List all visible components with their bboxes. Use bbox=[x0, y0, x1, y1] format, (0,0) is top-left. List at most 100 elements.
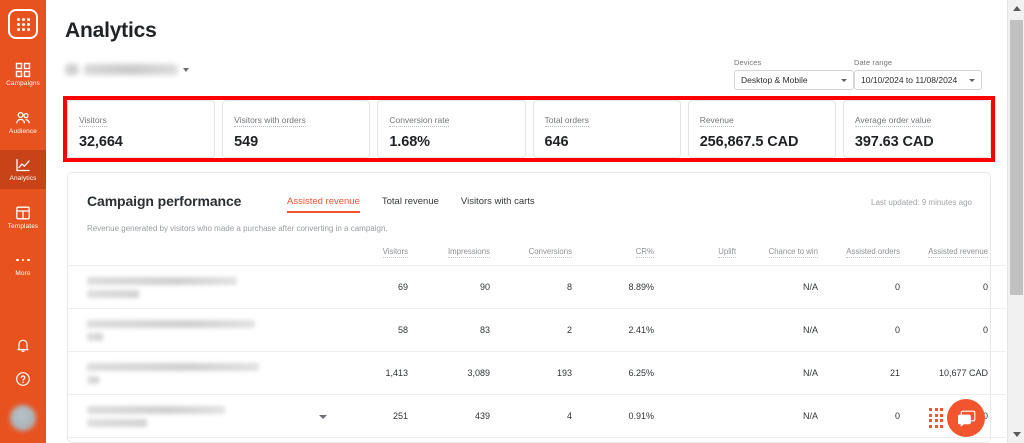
sidebar-item-templates[interactable]: Templates bbox=[0, 198, 46, 237]
kpi-value: 397.63 CAD bbox=[854, 134, 934, 150]
cell-impressions: 439 bbox=[474, 411, 490, 421]
table-row[interactable]: 1,413 3,089 193 6.25% N/A 21 10,677 CAD bbox=[68, 351, 1006, 395]
scrollbar-up-arrow[interactable] bbox=[1008, 0, 1024, 17]
site-favicon-redacted bbox=[65, 64, 79, 75]
triangle-down-icon bbox=[1012, 432, 1021, 437]
cell-chance-to-win: N/A bbox=[802, 368, 818, 378]
sidebar-item-campaigns[interactable]: Campaigns bbox=[0, 55, 46, 94]
cell-campaign-name bbox=[68, 438, 306, 443]
cell-uplift bbox=[668, 438, 750, 443]
cell-cr-percent: 10.85% bbox=[586, 438, 668, 443]
analytics-icon bbox=[15, 157, 31, 173]
page-title: Analytics bbox=[65, 19, 157, 42]
kpi-card-average-order-value[interactable]: Average order value 397.63 CAD bbox=[842, 100, 992, 158]
chevron-down-icon bbox=[841, 78, 847, 82]
table-row[interactable]: 69 90 8 8.89% N/A 0 0 bbox=[68, 265, 1006, 309]
cell-expander bbox=[306, 309, 340, 352]
drag-dots-icon[interactable] bbox=[929, 408, 943, 428]
sidebar-label-campaigns: Campaigns bbox=[6, 80, 40, 87]
chevron-down-icon[interactable] bbox=[319, 415, 327, 419]
kpi-label: Visitors with orders bbox=[234, 115, 306, 127]
chat-button[interactable] bbox=[947, 399, 985, 437]
cell-chance-to-win: N/A bbox=[750, 438, 832, 443]
cell-expander[interactable] bbox=[306, 438, 340, 443]
main-sidebar: Campaigns Audience Analytics bbox=[0, 0, 46, 443]
tab-visitors-with-carts[interactable]: Visitors with carts bbox=[460, 196, 535, 207]
column-impressions[interactable]: Impressions bbox=[447, 247, 490, 258]
main-content: Analytics Devices Desktop & Mobile Date … bbox=[46, 0, 1007, 443]
campaign-performance-header: Campaign performance Assisted revenue To… bbox=[68, 173, 990, 233]
cell-campaign-name bbox=[68, 266, 306, 309]
logo-dot-grid bbox=[16, 17, 30, 31]
avatar[interactable] bbox=[10, 405, 36, 431]
cell-assisted-revenue: 0 bbox=[982, 325, 988, 335]
sidebar-item-audience[interactable]: Audience bbox=[0, 103, 46, 142]
sidebar-bottom-group bbox=[10, 337, 36, 443]
devices-filter: Devices Desktop & Mobile bbox=[734, 58, 854, 90]
kpi-value: 256,867.5 CAD bbox=[699, 134, 799, 150]
column-assisted-orders[interactable]: Assisted orders bbox=[846, 247, 900, 258]
column-visitors[interactable]: Visitors bbox=[382, 247, 408, 258]
date-range-filter: Date range 10/10/2024 to 11/08/2024 bbox=[854, 58, 982, 90]
kpi-label: Conversion rate bbox=[389, 115, 450, 127]
kpi-label: Visitors bbox=[79, 115, 107, 127]
cell-campaign-name bbox=[68, 352, 306, 395]
cell-assisted-orders: 21 bbox=[889, 368, 900, 378]
cell-visitors: 69 bbox=[397, 282, 408, 292]
date-range-filter-label: Date range bbox=[854, 58, 893, 67]
kpi-row: Visitors 32,664 Visitors with orders 549… bbox=[67, 100, 992, 158]
tab-total-revenue[interactable]: Total revenue bbox=[381, 196, 439, 207]
column-uplift[interactable]: Uplift bbox=[718, 247, 736, 258]
campaign-performance-table: Visitors Impressions Conversions CR% Upl… bbox=[68, 241, 1006, 443]
scrollbar-thumb[interactable] bbox=[1010, 20, 1023, 295]
table-header: Visitors Impressions Conversions CR% Upl… bbox=[68, 241, 1006, 266]
cell-visitors: 251 bbox=[392, 411, 408, 421]
last-updated-text: Last updated: 9 minutes ago bbox=[871, 198, 972, 207]
cell-visitors: 1,413 bbox=[385, 368, 408, 378]
help-circle-icon[interactable] bbox=[15, 371, 31, 387]
kpi-card-total-orders[interactable]: Total orders 646 bbox=[532, 100, 681, 158]
kpi-card-visitors-with-orders[interactable]: Visitors with orders 549 bbox=[222, 100, 371, 158]
column-conversions[interactable]: Conversions bbox=[528, 247, 572, 258]
sidebar-label-more: More bbox=[15, 270, 31, 277]
app-logo-grid-icon[interactable] bbox=[8, 9, 38, 39]
tab-assisted-revenue[interactable]: Assisted revenue bbox=[287, 196, 360, 213]
cell-expander bbox=[306, 352, 340, 395]
page-scrollbar[interactable] bbox=[1007, 0, 1024, 443]
cell-conversions: 8 bbox=[566, 282, 572, 292]
devices-select[interactable]: Desktop & Mobile bbox=[734, 70, 854, 90]
sidebar-item-more[interactable]: More bbox=[0, 245, 46, 284]
triangle-up-icon bbox=[1012, 6, 1021, 11]
kpi-value: 1.68% bbox=[389, 134, 430, 150]
column-chance-to-win[interactable]: Chance to win bbox=[768, 247, 818, 258]
table-row[interactable]: 631 553 60 10.85% N/A 5 784 CAD bbox=[68, 437, 1006, 443]
cell-assisted-orders: 0 bbox=[894, 411, 900, 421]
table-row[interactable]: 58 83 2 2.41% N/A 0 0 bbox=[68, 308, 1006, 352]
bell-icon[interactable] bbox=[15, 337, 31, 353]
kpi-card-revenue[interactable]: Revenue 256,867.5 CAD bbox=[687, 100, 836, 158]
column-cr-percent[interactable]: CR% bbox=[635, 247, 654, 258]
campaign-performance-card: Campaign performance Assisted revenue To… bbox=[67, 172, 1006, 443]
scrollbar-down-arrow[interactable] bbox=[1008, 426, 1024, 443]
cell-uplift bbox=[668, 395, 750, 438]
kpi-value: 32,664 bbox=[79, 134, 123, 150]
cell-expander[interactable] bbox=[306, 395, 340, 438]
date-range-select[interactable]: 10/10/2024 to 11/08/2024 bbox=[854, 70, 982, 90]
sidebar-item-analytics[interactable]: Analytics bbox=[0, 150, 46, 189]
cell-assisted-revenue: 784 CAD bbox=[914, 438, 1006, 443]
cell-campaign-name bbox=[68, 395, 306, 438]
column-expander bbox=[306, 241, 340, 266]
sidebar-label-analytics: Analytics bbox=[9, 175, 37, 182]
site-selector-dropdown[interactable] bbox=[65, 64, 189, 75]
kpi-value: 646 bbox=[544, 134, 569, 150]
kpi-card-visitors[interactable]: Visitors 32,664 bbox=[67, 100, 216, 158]
campaign-performance-tabs: Assisted revenue Total revenue Visitors … bbox=[287, 196, 535, 213]
column-assisted-revenue[interactable]: Assisted revenue bbox=[928, 247, 988, 258]
cell-impressions: 3,089 bbox=[467, 368, 490, 378]
cell-assisted-orders: 5 bbox=[832, 438, 914, 443]
cell-impressions: 83 bbox=[479, 325, 490, 335]
cell-chance-to-win: N/A bbox=[802, 282, 818, 292]
table-row[interactable]: 251 439 4 0.91% N/A 0 0 bbox=[68, 394, 1006, 438]
kpi-card-conversion-rate[interactable]: Conversion rate 1.68% bbox=[377, 100, 526, 158]
